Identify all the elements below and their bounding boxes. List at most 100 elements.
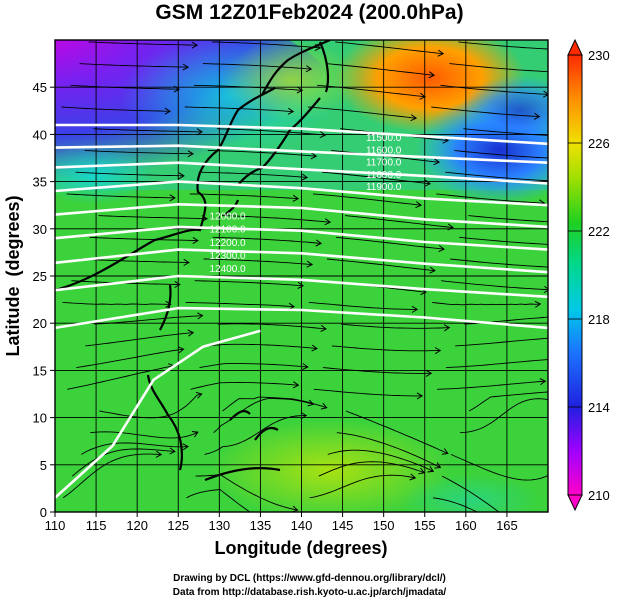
streamline-arrowhead [301,173,309,181]
streamline [76,348,184,369]
streamline [212,236,322,244]
map-title: GSM 12Z01Feb2024 (200.0hPa) [155,1,464,24]
streamline-arrowhead [526,541,532,546]
streamline [468,215,548,223]
height-contour-line [55,203,548,229]
streamline [326,63,435,76]
streamline-arrowhead [277,528,283,533]
contour-label: 11700.0 [366,158,402,169]
height-contour-line [55,161,548,185]
streamline-arrowhead [533,112,541,120]
streamline [70,84,180,90]
streamline-arrowhead [292,381,300,389]
colorbar: 210 214 218 222 226 230 [567,38,610,512]
streamline [93,128,203,133]
streamline-arrowhead [549,472,555,477]
streamline-arrowhead [542,90,548,98]
streamline-arrowhead [287,107,295,115]
streamline [216,128,326,136]
streamline-arrowhead [182,443,189,451]
x-tick-label: 165 [496,518,518,533]
streamline-arrowhead [187,329,195,337]
streamline-arrowhead [169,194,176,202]
y-tick-label: 0 [40,505,47,520]
colorbar-tick-label: 222 [588,224,610,239]
streamline [326,258,435,272]
height-contour-line [55,329,261,499]
streamline [62,453,162,499]
streamline [454,149,548,159]
streamline-arrowhead [427,466,435,473]
y-tick-label: 10 [33,411,47,426]
streamline [431,106,540,118]
streamline-arrowhead [191,41,199,49]
streamline [222,396,327,412]
streamline [459,236,548,245]
streamline [318,461,425,477]
streamline-arrowhead [164,107,171,115]
streamline-arrowhead [292,194,300,202]
streamline-arrowhead [556,398,562,404]
coastlines [55,40,331,482]
y-tick-label: 20 [33,316,47,331]
streamline-arrowhead [297,281,304,289]
contour-label: 11500.0 [366,133,402,144]
streamline-arrowhead [320,324,327,332]
streamline [217,323,327,330]
streamline [88,41,198,46]
streamline-arrowhead [288,302,295,310]
credit-drawing: Drawing by DCL (https://www.gfd-dennou.o… [173,573,446,584]
y-tick-label: 30 [33,222,47,237]
streamline-arrowhead [311,344,318,352]
streamline [195,474,298,511]
streamline [199,363,308,369]
streamline-arrowhead [307,399,315,407]
streamline-arrowhead [302,363,309,371]
streamline-arrowhead [305,65,313,73]
x-tick-label: 130 [208,518,230,533]
streamline [313,388,423,397]
y-tick-label: 35 [33,175,47,190]
colorbar-min-arrow [567,494,583,512]
streamline-arrowhead [182,63,190,71]
streamline-arrowhead [425,369,433,377]
streamline-arrowhead [553,264,558,270]
streamline-arrowhead [434,347,442,355]
height-contour-line [55,306,548,330]
streamline-arrowhead [320,402,328,410]
streamline-arrowhead [192,236,199,245]
streamline-arrowhead [296,86,304,94]
streamline [460,398,548,434]
x-tick-label: 135 [250,518,272,533]
streamline-arrowhead [410,114,418,122]
streamline [194,280,304,287]
lat-lon-grid [55,40,548,512]
streamline [463,128,548,136]
streamline [458,41,548,50]
x-tick-label: 125 [167,518,189,533]
contour-label: 12000.0 [209,211,246,222]
streamline-arrowhead [543,285,548,294]
y-tick-label: 15 [33,363,47,378]
streamline-arrowhead [169,447,176,455]
streamline-arrowhead [174,280,181,288]
streamline [211,41,321,49]
contour-label: 12100.0 [209,225,246,236]
streamline-arrowhead [324,218,332,226]
wind-streamlines [61,41,567,546]
x-tick-label: 140 [291,518,313,533]
height-contour-line [55,144,548,164]
y-axis-label: Latitude (degrees) [3,195,23,356]
y-tick-label: 25 [33,269,47,284]
streamline-arrowhead [562,242,567,248]
streamline [85,332,194,347]
streamline-arrowhead [534,300,542,308]
streamline [186,489,251,512]
streamline-arrowhead [416,392,424,400]
colorbar-tick-label: 230 [588,48,610,63]
streamline-arrowhead [409,473,417,481]
streamline [79,63,189,68]
